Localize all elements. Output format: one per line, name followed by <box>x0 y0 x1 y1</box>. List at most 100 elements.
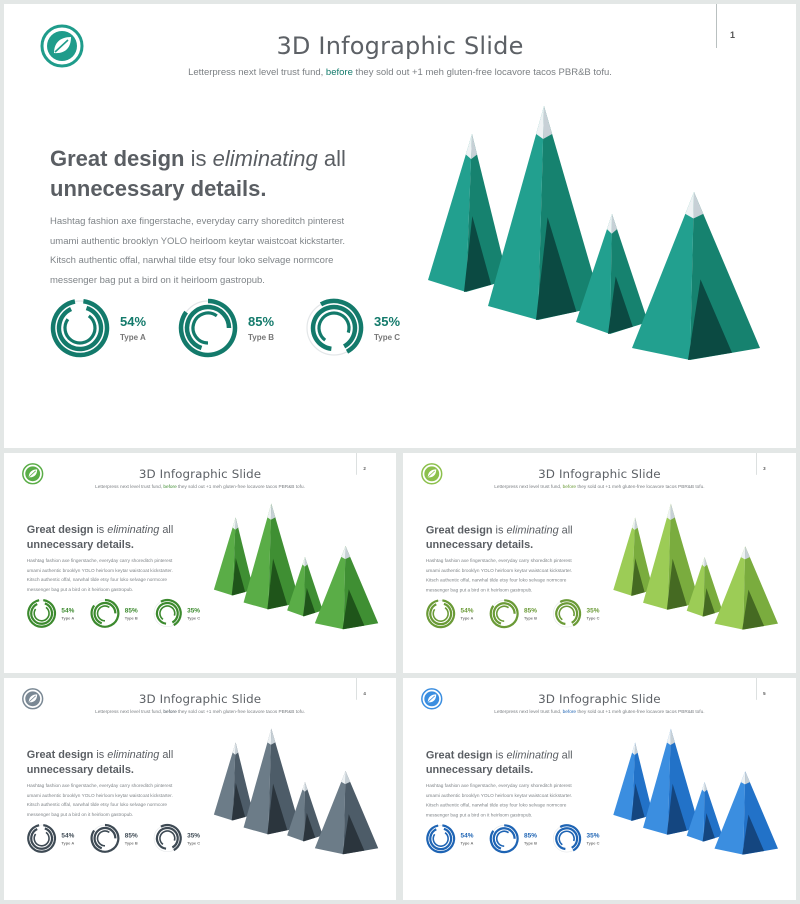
headline: Great design is eliminating all unnecess… <box>426 747 590 777</box>
headline-bold: Great design <box>425 748 493 761</box>
progress-arc-2 <box>30 602 54 625</box>
progress-arc-2 <box>492 602 516 625</box>
progress-arc-2 <box>30 827 54 850</box>
headline-italic: eliminating <box>212 146 318 171</box>
headline: Great design is eliminating all unnecess… <box>27 747 190 777</box>
mountain-4 <box>314 546 379 630</box>
stat-type-a: 54% Type A <box>426 823 486 855</box>
thumbnail-slide-4[interactable]: 4 3D Infographic Slide Letterpress next … <box>4 678 396 900</box>
slide-subtitle: Letterpress next level trust fund, befor… <box>4 484 396 489</box>
mountain-1 <box>213 742 254 821</box>
stat-label: Type C <box>187 840 201 846</box>
subtitle-text: Letterpress next level trust fund, <box>494 709 562 715</box>
thumbnail-slide-2[interactable]: 2 3D Infographic Slide Letterpress next … <box>4 453 396 673</box>
mountains-illustration <box>613 728 778 855</box>
stat-value: 54% <box>61 606 75 614</box>
stat-type-b: 85% Type B <box>90 823 149 855</box>
stat-label: Type A <box>120 333 146 342</box>
subtitle-highlight: before <box>163 484 177 490</box>
progress-arc-2 <box>93 601 117 625</box>
mountain-4 <box>714 546 778 630</box>
headline-bold-2: unnecessary details. <box>425 538 534 551</box>
stat-type-a: 54% Type A <box>27 823 86 855</box>
headline-connector: is <box>93 523 108 536</box>
headline-connector: is <box>184 146 213 171</box>
main-slide[interactable]: 1 3D Infographic Slide Letterpress next … <box>4 4 796 448</box>
body-paragraph: Hashtag fashion axe fingerstache, everyd… <box>26 557 173 593</box>
stat-type-b: 85% Type B <box>90 598 149 630</box>
mountain-2 <box>643 728 700 835</box>
subtitle-text-end: they sold out +1 meh gluten-free locavor… <box>177 709 305 715</box>
headline-connector: is <box>492 748 507 761</box>
mountain-2 <box>488 106 602 320</box>
subtitle-highlight: before <box>163 709 177 715</box>
slide-title: 3D Infographic Slide <box>276 32 524 60</box>
subtitle-text: Letterpress next level trust fund, <box>494 484 562 490</box>
body-paragraph: Hashtag fashion axe fingerstache, everyd… <box>50 216 345 286</box>
stat-value: 35% <box>187 606 201 614</box>
headline-connector-2: all <box>558 523 573 536</box>
mountains-illustration <box>613 503 778 630</box>
stat-type-b: 85% Type B <box>178 296 298 360</box>
mountain-1 <box>428 134 508 292</box>
progress-arc-1 <box>559 824 582 852</box>
headline-connector-2: all <box>317 146 346 171</box>
headline-bold-2: unnecessary details. <box>26 763 134 776</box>
progress-arc-2 <box>56 305 104 352</box>
progress-arc-2 <box>93 826 117 850</box>
progress-ring-icon <box>27 599 57 628</box>
stat-type-c: 35% Type C <box>552 823 612 855</box>
mountain-1 <box>613 517 653 596</box>
stat-label: Type B <box>524 616 537 621</box>
subtitle-text: Letterpress next level trust fund, <box>95 484 163 490</box>
mountain-3 <box>686 782 723 842</box>
thumbnail-slide-5[interactable]: 5 3D Infographic Slide Letterpress next … <box>403 678 796 900</box>
headline-bold: Great design <box>26 523 94 536</box>
stat-label: Type C <box>374 333 401 342</box>
stat-value: 35% <box>586 606 600 615</box>
progress-arc-3 <box>558 830 575 846</box>
slide-subtitle: Letterpress next level trust fund, befor… <box>4 67 796 78</box>
progress-arc-3 <box>496 605 510 622</box>
mountain-3 <box>686 557 723 617</box>
progress-arc-3 <box>159 605 176 621</box>
page-number: 3 <box>763 465 766 471</box>
body-paragraph: Hashtag fashion axe fingerstache, everyd… <box>425 783 573 818</box>
stat-label: Type A <box>460 841 474 846</box>
stat-type-a: 54% Type A <box>426 598 486 630</box>
progress-arc-1 <box>90 823 120 853</box>
progress-ring-icon <box>27 824 57 853</box>
mountain-2 <box>243 728 301 835</box>
stat-type-b: 85% Type B <box>489 823 549 855</box>
progress-ring-icon <box>153 598 182 628</box>
headline-bold: Great design <box>50 146 185 171</box>
progress-arc-3 <box>33 606 50 622</box>
mountain-3 <box>576 214 648 334</box>
stat-value: 85% <box>248 314 275 329</box>
progress-arc-1 <box>559 599 582 627</box>
stat-value: 85% <box>124 831 138 839</box>
stat-value: 54% <box>120 314 147 329</box>
headline-bold-2: unnecessary details. <box>26 538 134 551</box>
mountains-illustration <box>213 503 379 630</box>
headline-italic: eliminating <box>107 748 160 761</box>
mountain-1 <box>613 742 653 821</box>
leaf-logo-icon <box>40 24 84 68</box>
progress-arc-1 <box>160 823 182 852</box>
progress-arc-2 <box>492 827 516 850</box>
progress-arc-3 <box>432 832 449 847</box>
mountain-4 <box>632 192 760 360</box>
thumbnail-slide-3[interactable]: 3 3D Infographic Slide Letterpress next … <box>403 453 796 673</box>
stat-value: 85% <box>524 831 537 840</box>
progress-ring-icon <box>426 599 456 629</box>
progress-arc-1 <box>489 824 519 854</box>
stat-value: 54% <box>61 831 75 839</box>
progress-arc-3 <box>317 311 351 342</box>
progress-ring-icon <box>426 824 456 854</box>
stat-value: 35% <box>586 831 600 840</box>
mountain-2 <box>643 503 700 610</box>
headline-connector-2: all <box>558 748 573 761</box>
slide-content: 3 3D Infographic Slide Letterpress next … <box>403 453 796 673</box>
slide-content: 5 3D Infographic Slide Letterpress next … <box>403 678 796 898</box>
headline-connector-2: all <box>159 748 174 761</box>
